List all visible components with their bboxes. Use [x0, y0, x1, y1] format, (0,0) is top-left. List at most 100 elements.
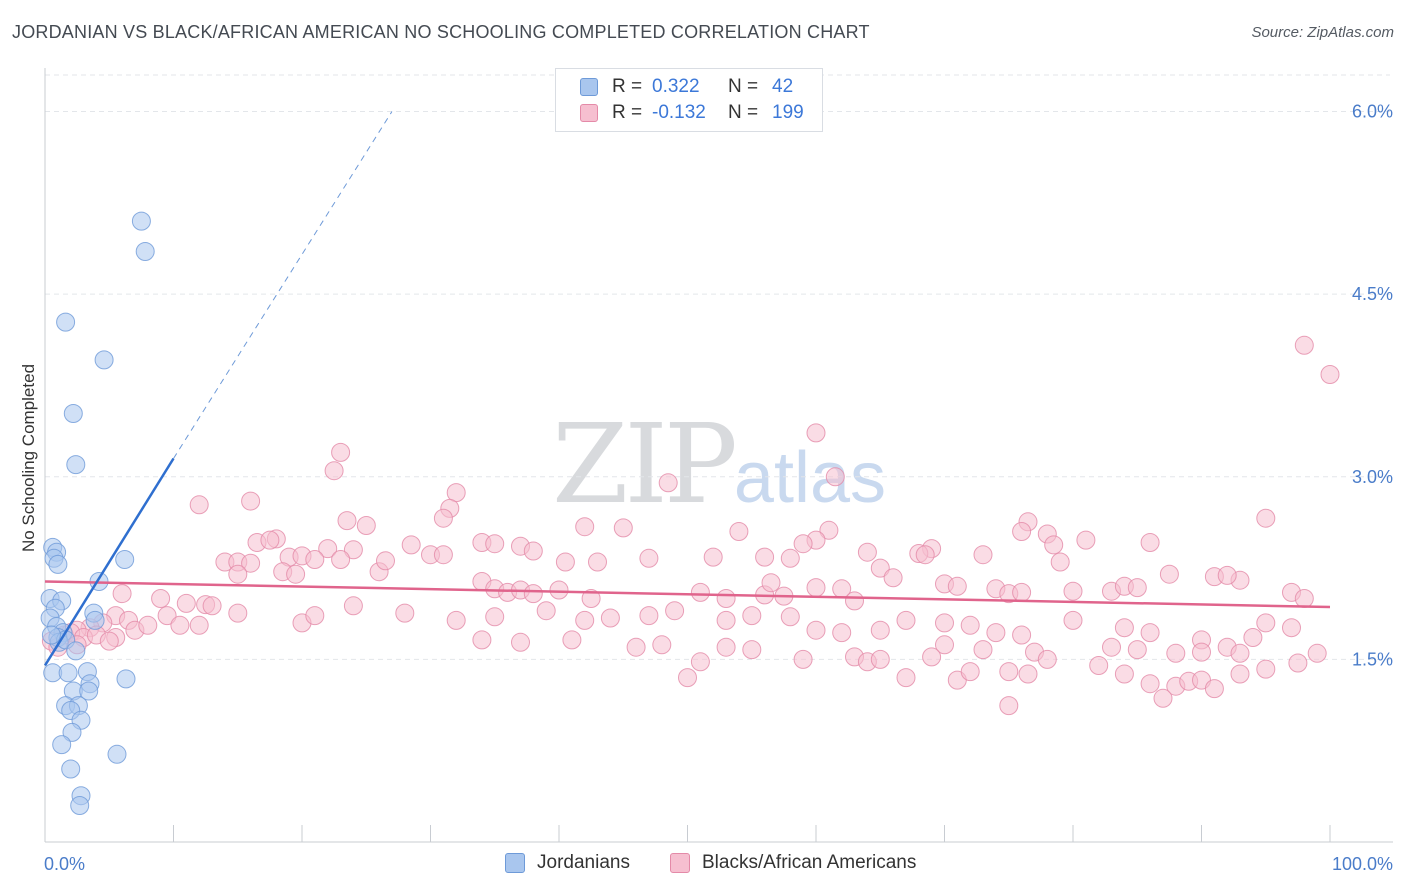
point-black-african-american: [1153, 688, 1173, 708]
n-value: 42: [772, 76, 794, 97]
point-black-african-american: [511, 632, 530, 652]
point-black-african-american: [318, 539, 338, 559]
r-value: 0.322: [652, 76, 700, 97]
point-black-african-american: [337, 511, 357, 531]
point-black-african-american: [241, 491, 261, 511]
point-black-african-american: [356, 516, 376, 535]
point-black-african-american: [716, 589, 736, 608]
point-jordanian: [116, 669, 136, 689]
point-black-african-american: [915, 545, 935, 565]
point-black-african-american: [228, 603, 248, 623]
watermark-zip: ZIP: [552, 400, 738, 528]
point-black-african-american: [138, 615, 158, 635]
point-black-african-american: [960, 615, 980, 635]
point-black-african-american: [324, 461, 344, 481]
point-black-african-american: [376, 551, 395, 571]
point-black-african-american: [331, 442, 351, 462]
point-black-african-american: [202, 596, 222, 616]
point-black-african-american: [870, 620, 890, 640]
point-black-african-american: [1256, 613, 1276, 633]
point-black-african-american: [1063, 581, 1083, 601]
point-black-african-american: [343, 596, 363, 616]
point-black-african-american: [176, 593, 196, 613]
point-black-african-american: [395, 603, 415, 623]
data-points: [40, 211, 1340, 815]
point-black-african-american: [1192, 642, 1211, 662]
n-label: N =: [728, 76, 759, 97]
point-jordanian: [94, 350, 114, 370]
point-jordanian: [85, 610, 105, 630]
n-label: N =: [728, 102, 759, 123]
point-black-african-american: [793, 649, 813, 669]
point-black-african-american: [485, 534, 505, 554]
point-black-african-american: [1012, 522, 1032, 541]
point-black-african-american: [922, 647, 942, 667]
point-black-african-american: [331, 550, 351, 569]
point-black-african-american: [1256, 659, 1276, 679]
source-label: Source: ZipAtlas.com: [1251, 24, 1394, 41]
point-black-african-american: [1102, 637, 1121, 657]
trend-lines: [43, 111, 1331, 667]
point-black-african-american: [1127, 640, 1147, 660]
point-black-african-american: [742, 606, 762, 626]
point-jordanian: [61, 759, 81, 779]
gridlines: [45, 74, 1390, 660]
point-black-african-american: [112, 584, 132, 604]
point-black-african-american: [1114, 664, 1134, 684]
point-black-african-american: [703, 547, 723, 567]
point-jordanian: [70, 796, 90, 815]
trend-line-jordanians-extension: [173, 111, 393, 459]
point-jordanian: [115, 550, 135, 569]
point-black-african-american: [170, 615, 190, 635]
point-black-african-american: [1037, 649, 1057, 669]
point-black-african-american: [189, 615, 209, 635]
point-black-african-american: [1114, 618, 1134, 638]
point-black-african-american: [857, 542, 877, 562]
legend-item-blacks[interactable]: Blacks/African Americans: [670, 852, 916, 874]
point-black-african-american: [1243, 628, 1263, 647]
watermark: ZIPatlas: [552, 400, 886, 528]
point-black-african-american: [228, 564, 248, 584]
point-jordanian: [58, 663, 78, 683]
r-label: R =: [612, 102, 643, 123]
point-black-african-american: [446, 610, 466, 630]
y-tick-label: 1.5%: [1352, 649, 1393, 669]
point-black-african-american: [845, 591, 864, 611]
point-black-african-american: [870, 649, 890, 669]
point-black-african-american: [658, 473, 678, 493]
point-black-african-american: [1089, 656, 1109, 675]
point-jordanian: [62, 722, 82, 742]
r-value: -0.132: [652, 102, 706, 123]
point-black-african-american: [678, 668, 697, 688]
legend-swatch-blacks: [580, 104, 598, 122]
point-black-african-american: [755, 547, 775, 567]
point-black-african-american: [780, 548, 800, 568]
point-black-african-american: [1204, 679, 1224, 699]
point-black-african-american: [536, 601, 556, 621]
point-black-african-american: [600, 608, 620, 628]
n-value: 199: [772, 102, 804, 123]
point-jordanian: [79, 681, 99, 701]
point-black-african-american: [1294, 589, 1314, 608]
point-black-african-american: [825, 467, 845, 487]
point-black-african-american: [896, 668, 916, 688]
point-black-african-american: [305, 606, 325, 626]
point-jordanian: [135, 242, 155, 261]
point-black-african-american: [973, 640, 993, 660]
point-jordanian: [131, 211, 151, 231]
point-black-african-american: [716, 610, 736, 630]
point-black-african-american: [151, 589, 171, 608]
point-black-african-american: [99, 631, 119, 651]
point-black-african-american: [716, 637, 736, 657]
legend-item-jordanians[interactable]: Jordanians: [505, 852, 630, 874]
point-black-african-american: [947, 576, 967, 596]
legend-swatch-jordanians: [505, 853, 525, 873]
point-black-african-american: [305, 550, 325, 569]
point-black-african-american: [1076, 530, 1096, 550]
point-black-african-american: [1127, 578, 1147, 598]
point-black-african-american: [639, 548, 659, 568]
point-black-african-american: [742, 640, 762, 660]
point-jordanian: [48, 554, 68, 574]
point-jordanian: [107, 744, 127, 764]
